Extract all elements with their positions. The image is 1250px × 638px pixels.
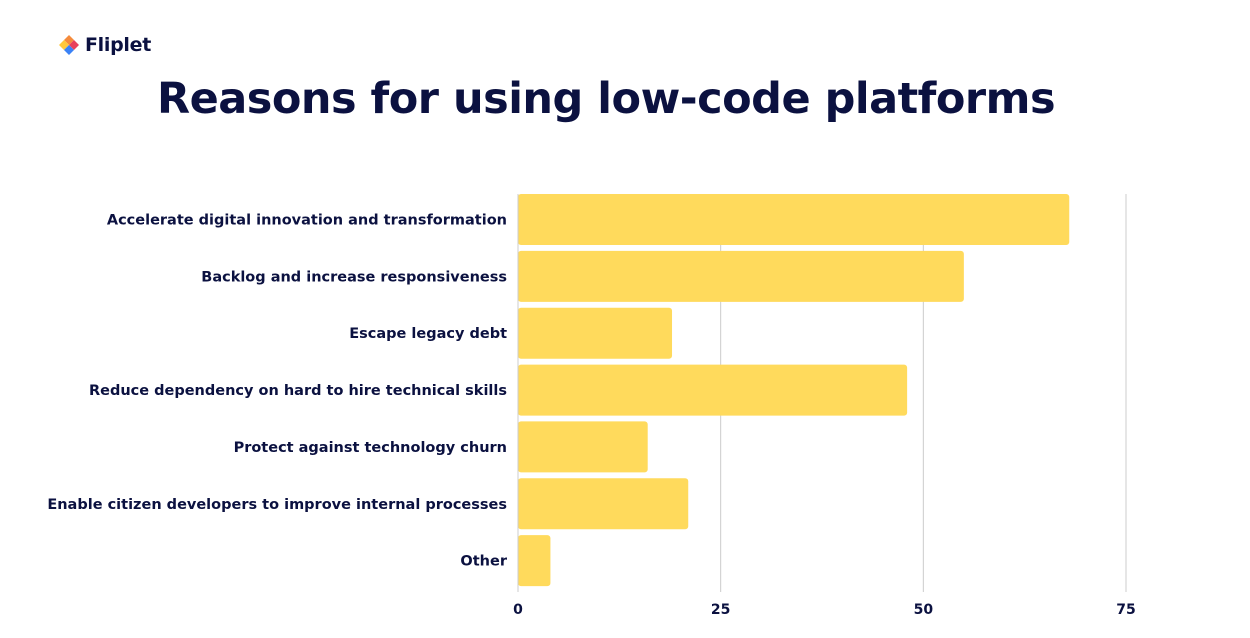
category-label: Accelerate digital innovation and transf… — [107, 213, 507, 229]
category-label: Escape legacy debt — [349, 326, 507, 342]
x-tick-label: 25 — [711, 602, 730, 618]
fliplet-logo-icon — [59, 35, 79, 55]
x-tick-label: 50 — [914, 602, 934, 618]
bar — [518, 421, 648, 473]
category-label: Reduce dependency on hard to hire techni… — [89, 383, 507, 399]
x-tick-label: 0 — [513, 602, 523, 618]
category-label: Backlog and increase responsiveness — [201, 269, 507, 285]
category-label: Protect against technology churn — [234, 440, 507, 456]
category-label: Enable citizen developers to improve int… — [47, 497, 507, 513]
bar — [518, 194, 1070, 245]
brand-logo: Fliplet — [58, 34, 151, 56]
bar — [518, 478, 689, 530]
category-label: Other — [460, 554, 507, 570]
bar — [518, 535, 551, 587]
bar — [518, 364, 908, 416]
chart-title: Reasons for using low-code platforms — [156, 74, 1056, 124]
bar — [518, 307, 673, 359]
brand-name: Fliplet — [85, 34, 151, 56]
x-tick-label: 75 — [1116, 602, 1135, 618]
bar — [518, 250, 964, 302]
